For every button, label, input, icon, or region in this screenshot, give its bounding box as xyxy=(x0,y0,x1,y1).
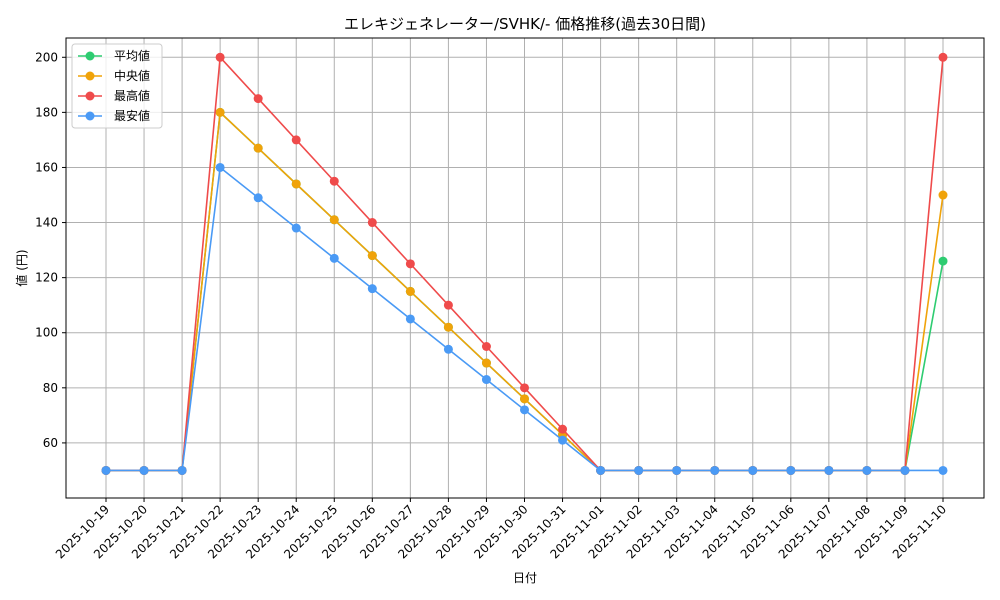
legend-entry: 平均値 xyxy=(78,48,150,63)
legend-label: 最高値 xyxy=(114,88,150,103)
legend-swatch-marker xyxy=(85,71,95,81)
y-axis: 60 80 100 120 140 160 180 200 xyxy=(35,50,66,450)
data-point xyxy=(481,358,491,368)
data-point xyxy=(215,107,225,117)
y-tick-label: 160 xyxy=(35,160,58,174)
data-point xyxy=(443,322,453,332)
data-point xyxy=(520,383,529,393)
data-point xyxy=(253,94,263,104)
y-axis-title: 値 (円) xyxy=(14,249,29,286)
y-tick-label: 200 xyxy=(35,50,58,64)
data-point xyxy=(215,162,225,172)
data-point xyxy=(520,394,529,404)
data-point xyxy=(824,465,834,475)
data-point xyxy=(443,300,453,310)
data-point xyxy=(405,286,415,296)
data-point xyxy=(520,405,529,415)
data-point xyxy=(405,314,415,324)
data-point xyxy=(291,135,301,145)
data-point xyxy=(253,193,263,203)
data-point xyxy=(596,465,606,475)
data-point xyxy=(786,465,796,475)
data-point xyxy=(481,375,491,385)
legend-entry: 最高値 xyxy=(78,88,150,103)
data-point xyxy=(139,465,149,475)
legend-label: 平均値 xyxy=(114,48,150,63)
data-point xyxy=(367,218,377,228)
data-point xyxy=(367,251,377,261)
data-point xyxy=(329,176,339,186)
data-point xyxy=(938,52,948,62)
legend-label: 最安値 xyxy=(114,108,150,123)
data-point xyxy=(748,465,758,475)
y-tick-label: 80 xyxy=(43,381,58,395)
data-point xyxy=(329,215,339,225)
chart-title: エレキジェネレーター/SVHK/- 価格推移(過去30日間) xyxy=(344,15,706,33)
legend-box xyxy=(71,43,163,129)
x-axis: 2025-10-192025-10-202025-10-212025-10-22… xyxy=(53,498,949,561)
data-point xyxy=(367,284,377,294)
data-point xyxy=(101,465,111,475)
data-point xyxy=(329,253,339,263)
data-point xyxy=(291,223,301,233)
y-tick-label: 100 xyxy=(35,326,58,340)
series xyxy=(101,52,948,475)
data-point xyxy=(634,465,644,475)
data-point xyxy=(481,342,491,352)
data-point xyxy=(938,190,948,200)
data-point xyxy=(900,465,910,475)
data-point xyxy=(862,465,872,475)
data-point xyxy=(938,256,948,266)
y-tick-label: 140 xyxy=(35,216,58,230)
data-point xyxy=(253,143,263,153)
data-point xyxy=(710,465,720,475)
data-point xyxy=(177,465,187,475)
legend-entry: 中央値 xyxy=(78,68,150,83)
y-tick-label: 60 xyxy=(43,436,58,450)
data-point xyxy=(443,344,453,354)
legend-swatch-marker xyxy=(85,51,95,61)
legend-label: 中央値 xyxy=(114,68,150,83)
y-tick-label: 180 xyxy=(35,105,58,119)
legend-swatch-marker xyxy=(85,111,95,121)
legend-swatch-marker xyxy=(85,91,95,101)
data-point xyxy=(215,52,225,62)
series-4 xyxy=(101,162,948,475)
x-axis-title: 日付 xyxy=(513,571,537,585)
data-point xyxy=(558,435,568,445)
data-point xyxy=(672,465,682,475)
data-point xyxy=(291,179,301,189)
data-point xyxy=(405,259,415,269)
data-point xyxy=(938,465,948,475)
legend-entry: 最安値 xyxy=(78,108,150,123)
data-point xyxy=(558,424,568,434)
y-tick-label: 120 xyxy=(35,271,58,285)
